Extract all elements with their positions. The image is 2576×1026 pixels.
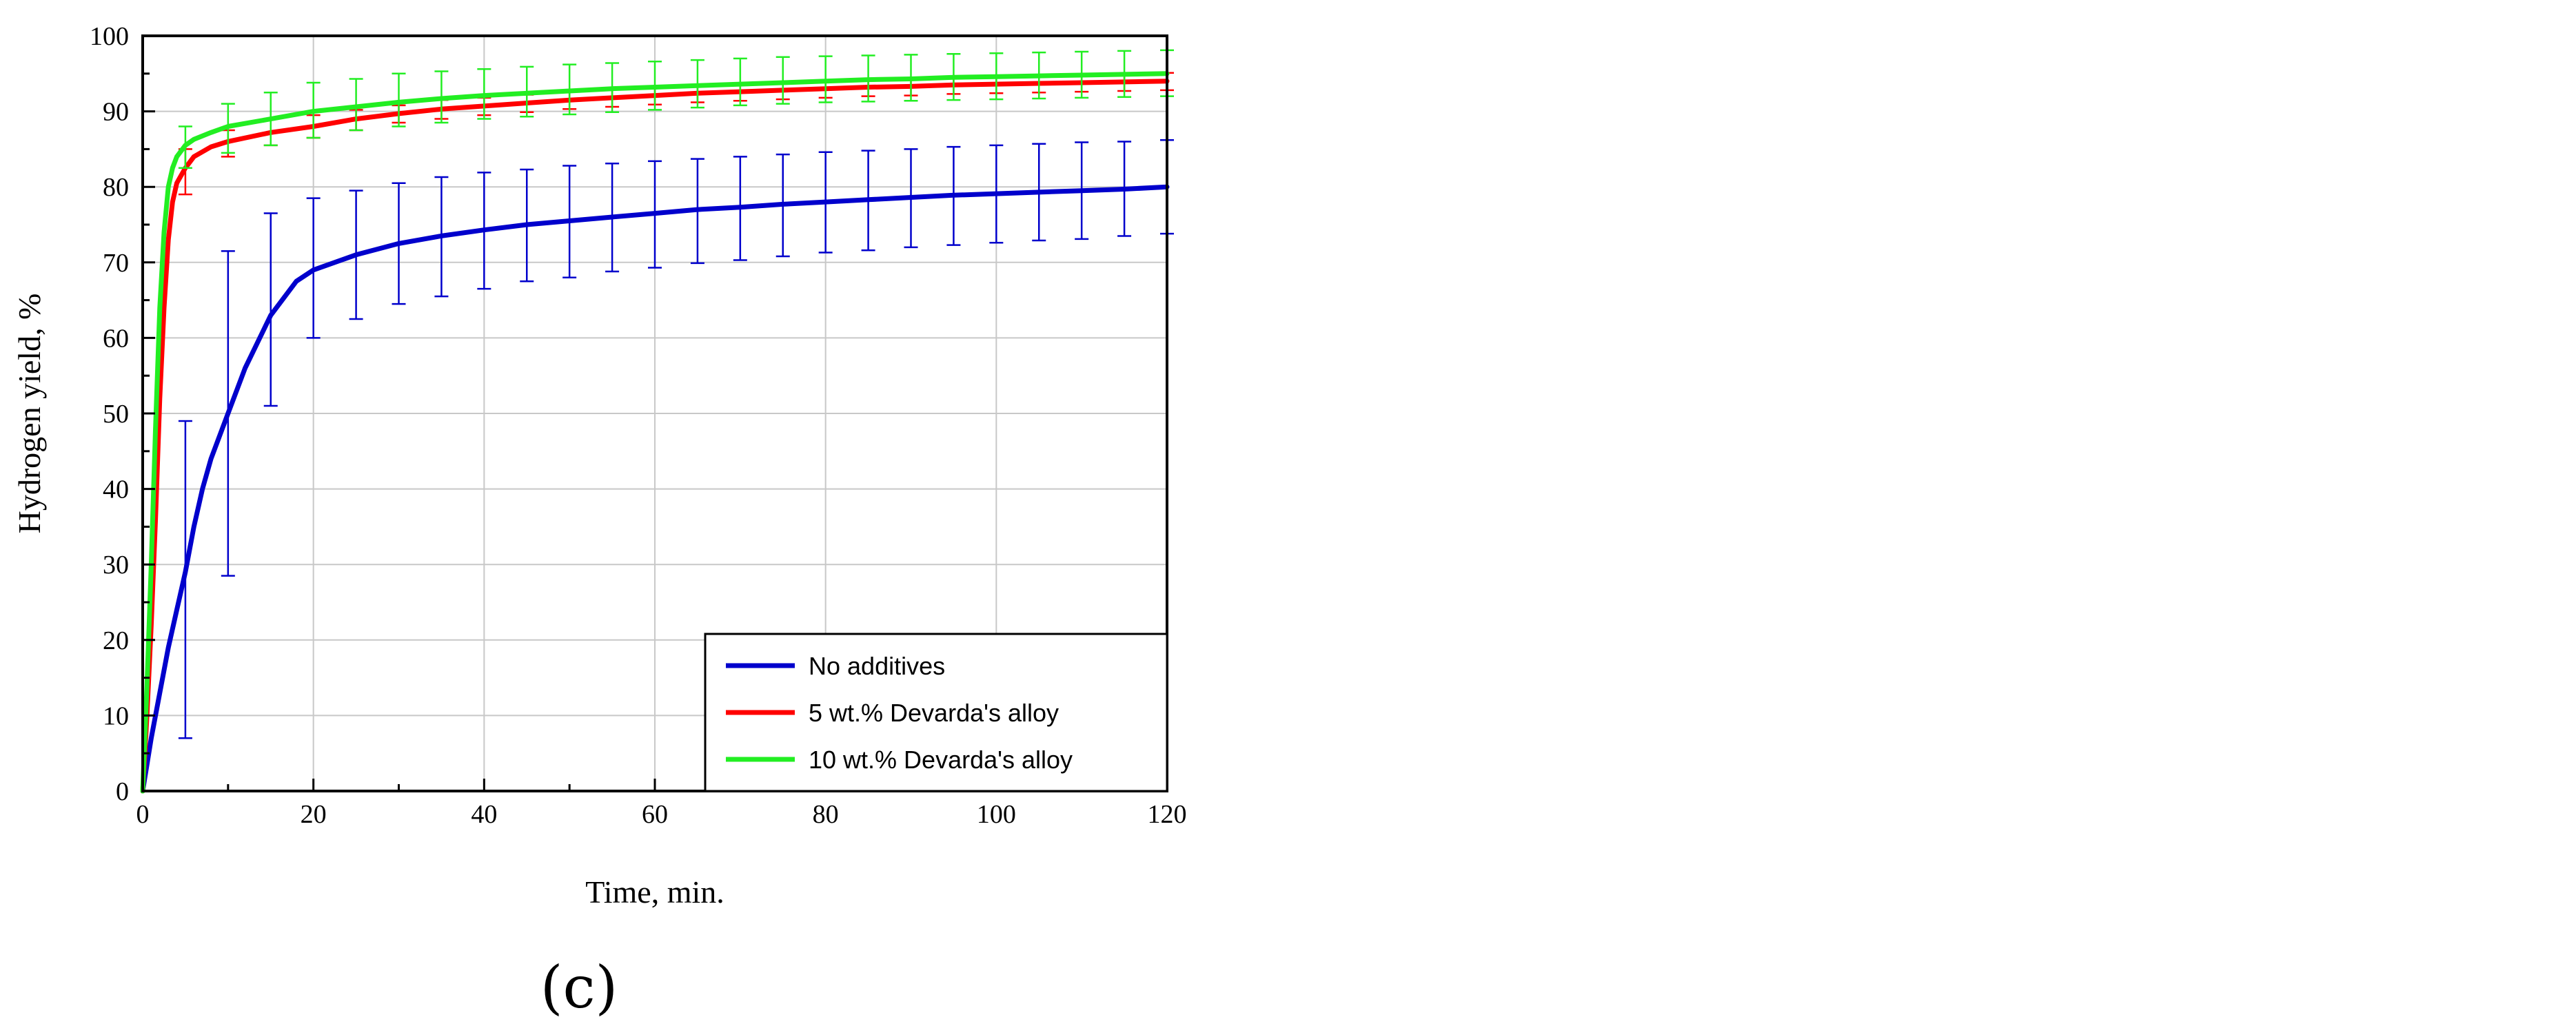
y-tick-label: 90	[103, 98, 129, 127]
y-tick-label: 0	[116, 777, 129, 806]
series-line	[140, 184, 1170, 794]
x-tick-label: 100	[977, 800, 1016, 829]
x-tick-label: 40	[471, 800, 497, 829]
error-bar	[263, 212, 278, 407]
y-tick-label: 20	[103, 626, 129, 655]
y-axis-title: Hydrogen yield, %	[12, 294, 47, 534]
series-line	[140, 71, 1170, 794]
y-tick-label: 40	[103, 475, 129, 504]
legend-item: 5 wt.% Devarda's alloy	[726, 699, 1059, 727]
x-tick-label: 80	[813, 800, 839, 829]
legend-item: 10 wt.% Devarda's alloy	[726, 746, 1073, 774]
x-tick-label: 60	[642, 800, 668, 829]
series-layer	[140, 49, 1174, 794]
y-tick-label: 10	[103, 701, 129, 730]
y-tick-label: 70	[103, 249, 129, 278]
legend-item: No additives	[726, 652, 945, 680]
y-tick-label: 80	[103, 173, 129, 202]
panel-label: (c)	[540, 954, 618, 1021]
legend-label: 5 wt.% Devarda's alloy	[809, 699, 1059, 727]
y-tick-label: 50	[103, 400, 129, 429]
x-tick-label: 0	[136, 800, 150, 829]
x-tick-label: 120	[1148, 800, 1187, 829]
legend-label: 10 wt.% Devarda's alloy	[809, 746, 1073, 774]
x-axis-title: Time, min.	[585, 874, 724, 910]
legend-label: No additives	[809, 652, 945, 680]
series-3	[140, 49, 1174, 794]
y-tick-label: 30	[103, 551, 129, 579]
y-tick-label: 60	[103, 324, 129, 353]
legend: No additives 5 wt.% Devarda's alloy 10 wt.…	[704, 633, 1168, 792]
y-tick-label: 100	[90, 22, 129, 51]
x-tick-label: 20	[301, 800, 327, 829]
